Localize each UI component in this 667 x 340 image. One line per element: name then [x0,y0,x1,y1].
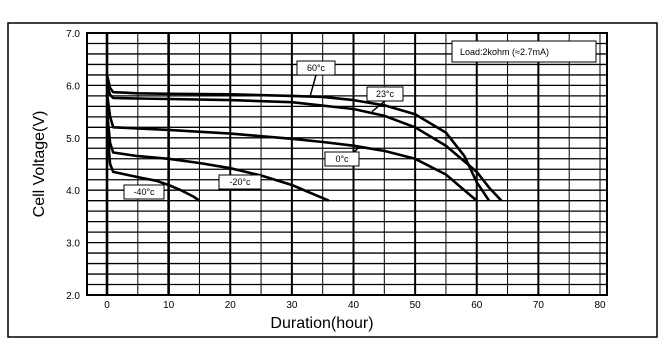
label-leader-line [309,74,317,96]
x-tick-label: 70 [533,300,545,311]
series-label: 23°c [376,89,395,99]
x-tick-label: 50 [410,300,422,311]
legend-box: Load:2kohm (≈2.7mA) [451,40,597,63]
series-line [105,111,330,202]
y-tick-label: 2.0 [66,291,80,302]
y-axis-title: Cell Voltage(V) [31,111,48,218]
tick-labels: 0 10 20 30 40 50 60 70 80 2.0 3.0 4.0 5.0 6.0 7.0 [66,29,606,311]
series-line [105,74,491,202]
x-axis-title: Duration(hour) [270,315,373,332]
label-leader-line [371,100,386,113]
series-line [105,93,478,202]
x-tick-label: 20 [225,300,237,311]
series-labels: 60°c 23°c 0°c -20°c -40°c [123,60,404,200]
series-label-box [123,184,165,200]
series-line [105,127,201,202]
series-label-box [296,60,336,76]
x-tick-label: 40 [348,300,360,311]
x-tick-label: 30 [286,300,298,311]
series-label: -20°c [229,177,251,187]
series-line [105,84,503,202]
x-tick-label: 80 [594,300,606,311]
series-label-box [218,174,262,190]
series-label: -40°c [133,187,155,197]
y-tick-label: 5.0 [66,134,80,145]
series-label: 0°c [335,154,349,164]
series-label-box [366,86,404,102]
series-label-box [324,151,360,167]
y-tick-label: 7.0 [66,29,80,40]
y-tick-label: 3.0 [66,239,80,250]
x-tick-label: 60 [471,300,483,311]
y-tick-label: 6.0 [66,81,80,92]
legend-text: Load:2kohm (≈2.7mA) [460,47,549,57]
x-tick-label: 0 [104,300,110,311]
series-label: 60°c [307,63,326,73]
plot-area-border [86,32,608,296]
x-tick-label: 10 [163,300,175,311]
series-layer [105,74,503,202]
y-tick-label: 4.0 [66,186,80,197]
grid [87,33,607,295]
